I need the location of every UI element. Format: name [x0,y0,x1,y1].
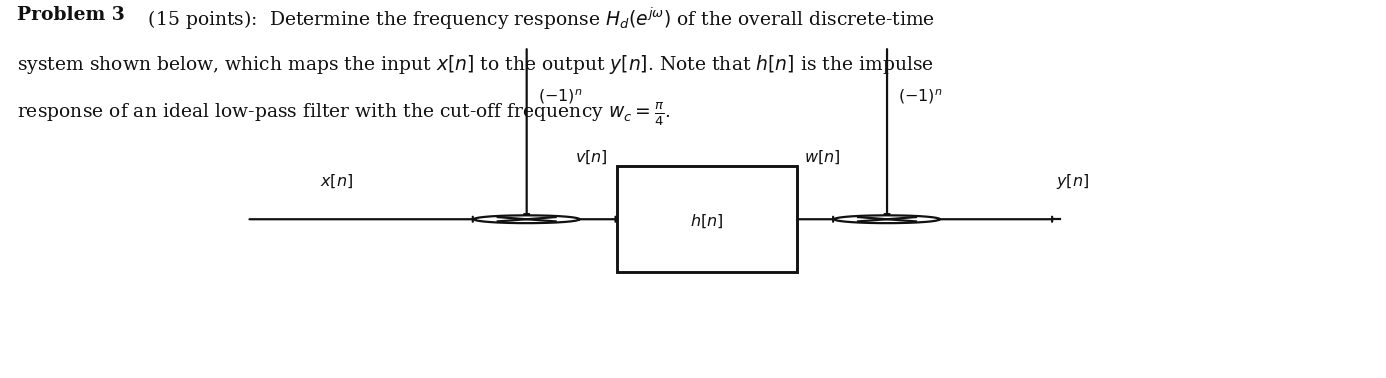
Text: $v[n]$: $v[n]$ [575,149,608,166]
Text: (15 points):  Determine the frequency response $H_d(e^{j\omega})$ of the overall: (15 points): Determine the frequency res… [130,6,936,32]
Text: Problem 3: Problem 3 [17,6,125,24]
Text: $(-1)^n$: $(-1)^n$ [898,87,942,106]
Text: $(-1)^n$: $(-1)^n$ [538,87,582,106]
Text: system shown below, which maps the input $x[n]$ to the output $y[n]$. Note that : system shown below, which maps the input… [17,53,934,76]
Text: response of an ideal low-pass filter with the cut-off frequency $w_c = \frac{\pi: response of an ideal low-pass filter wit… [17,100,671,127]
Text: $h[n]$: $h[n]$ [690,212,723,230]
Text: $y[n]$: $y[n]$ [1056,172,1089,191]
Text: $w[n]$: $w[n]$ [804,149,840,166]
Bar [617,166,797,272]
Text: $x[n]$: $x[n]$ [320,173,353,190]
